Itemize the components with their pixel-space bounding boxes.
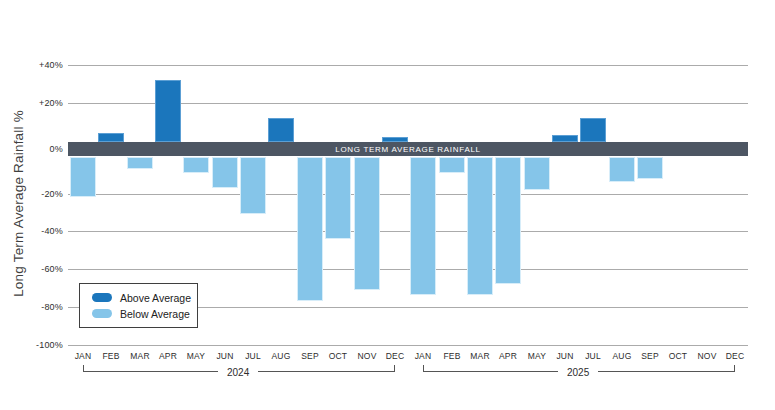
year-label: 2025 bbox=[558, 367, 598, 378]
below-average-bar-sep-2024 bbox=[297, 157, 323, 301]
below-average-bar-may-2024 bbox=[183, 157, 209, 173]
below-average-bar-mar-2025 bbox=[467, 157, 493, 295]
below-average-bar-jul-2024 bbox=[240, 157, 266, 214]
below-average-bar-nov-2024 bbox=[354, 157, 380, 290]
legend-label: Below Average bbox=[120, 308, 190, 320]
month-label: OCT bbox=[324, 351, 352, 361]
month-label: FEB bbox=[438, 351, 466, 361]
month-label: OCT bbox=[664, 351, 692, 361]
y-tick-label: 0% bbox=[17, 144, 63, 154]
rainfall-anomaly-chart: Long Term Average Rainfall % +40% +20% 0% -… bbox=[0, 0, 775, 410]
month-label: JAN bbox=[69, 351, 97, 361]
month-label: MAY bbox=[182, 351, 210, 361]
above-average-swatch bbox=[92, 293, 112, 302]
month-label: AUG bbox=[267, 351, 295, 361]
y-tick-label: +40% bbox=[17, 60, 63, 70]
month-label: SEP bbox=[296, 351, 324, 361]
month-label: NOV bbox=[353, 351, 381, 361]
gridline bbox=[68, 231, 748, 232]
below-average-bar-sep-2025 bbox=[637, 157, 663, 179]
below-average-bar-jan-2024 bbox=[70, 157, 96, 197]
y-tick-label: +20% bbox=[17, 98, 63, 108]
above-average-bar-feb-2024 bbox=[98, 133, 124, 142]
legend-label: Above Average bbox=[120, 292, 191, 304]
month-label: APR bbox=[154, 351, 182, 361]
below-average-bar-feb-2025 bbox=[439, 157, 465, 173]
long-term-average-band: LONG TERM AVERAGE RAINFALL bbox=[68, 142, 748, 156]
y-tick-label: -40% bbox=[17, 226, 63, 236]
y-tick-label: -60% bbox=[17, 264, 63, 274]
above-average-bar-aug-2024 bbox=[268, 118, 294, 142]
above-average-bar-apr-2024 bbox=[155, 80, 181, 142]
month-label: NOV bbox=[693, 351, 721, 361]
below-average-bar-aug-2025 bbox=[609, 157, 635, 182]
above-average-bar-dec-2024 bbox=[382, 137, 408, 142]
month-label: DEC bbox=[381, 351, 409, 361]
below-average-bar-jun-2024 bbox=[212, 157, 238, 188]
below-average-bar-jan-2025 bbox=[410, 157, 436, 295]
y-tick-label: -100% bbox=[17, 340, 63, 350]
legend-item-below-average: Below Average bbox=[92, 308, 197, 320]
above-average-bar-jul-2025 bbox=[580, 118, 606, 142]
y-tick-label: -20% bbox=[17, 189, 63, 199]
below-average-bar-apr-2025 bbox=[495, 157, 521, 284]
month-label: JUN bbox=[551, 351, 579, 361]
legend-item-above-average: Above Average bbox=[92, 292, 197, 304]
month-label: FEB bbox=[97, 351, 125, 361]
month-label: JAN bbox=[409, 351, 437, 361]
month-label: DEC bbox=[721, 351, 749, 361]
month-label: JUN bbox=[211, 351, 239, 361]
below-average-bar-mar-2024 bbox=[127, 157, 153, 169]
gridline bbox=[68, 269, 748, 270]
month-label: MAR bbox=[126, 351, 154, 361]
month-label: MAY bbox=[523, 351, 551, 361]
month-label: AUG bbox=[608, 351, 636, 361]
below-average-bar-oct-2024 bbox=[325, 157, 351, 239]
month-label: JUL bbox=[579, 351, 607, 361]
gridline bbox=[68, 65, 748, 66]
below-average-swatch bbox=[92, 309, 112, 318]
month-label: JUL bbox=[239, 351, 267, 361]
month-label: APR bbox=[494, 351, 522, 361]
legend: Above Average Below Average bbox=[79, 283, 198, 328]
gridline bbox=[68, 194, 748, 195]
month-label: SEP bbox=[636, 351, 664, 361]
band-label: LONG TERM AVERAGE RAINFALL bbox=[335, 145, 481, 154]
gridline bbox=[68, 345, 748, 346]
year-label: 2024 bbox=[218, 367, 258, 378]
y-axis-title: Long Term Average Rainfall % bbox=[11, 79, 26, 329]
above-average-bar-jun-2025 bbox=[552, 135, 578, 142]
month-label: MAR bbox=[466, 351, 494, 361]
y-tick-label: -80% bbox=[17, 302, 63, 312]
below-average-bar-may-2025 bbox=[524, 157, 550, 190]
